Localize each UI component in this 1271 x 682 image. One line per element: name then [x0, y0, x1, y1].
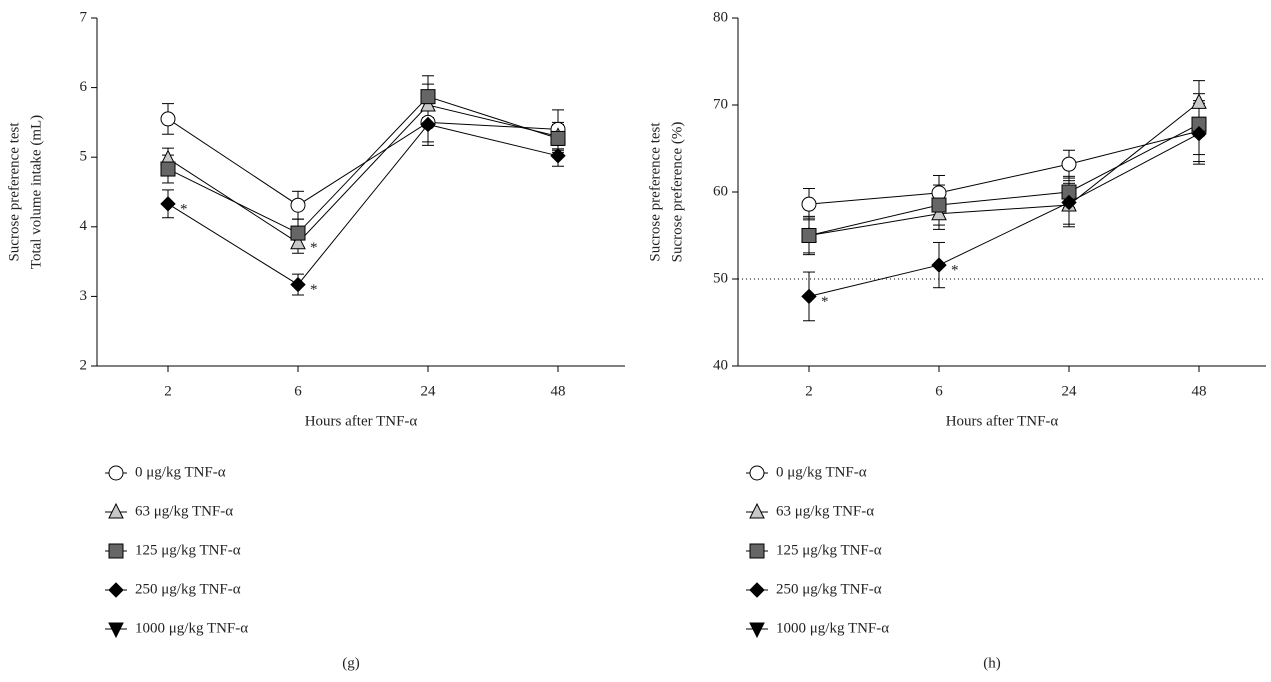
- y-axis-label: Total volume intake (mL): [28, 115, 44, 269]
- marker: [108, 543, 124, 559]
- marker: [290, 233, 306, 250]
- series-line: [167, 96, 559, 234]
- marker: [931, 257, 947, 273]
- annotation: *: [310, 240, 318, 256]
- annotation: *: [310, 282, 318, 298]
- legend-label: 1000 μg/kg TNF-α: [776, 620, 889, 636]
- panel-label: (h): [983, 655, 1001, 671]
- marker: [749, 622, 765, 639]
- series-line: [808, 133, 1200, 297]
- marker: [108, 502, 124, 519]
- legend-label: 250 μg/kg TNF-α: [776, 581, 882, 597]
- x-axis-label: Hours after TNF-α: [946, 413, 1059, 429]
- x-tick-label: 2: [164, 383, 172, 399]
- series-line: [167, 123, 559, 286]
- x-tick-label: 48: [1192, 383, 1207, 399]
- marker: [1191, 126, 1207, 142]
- y-tick-label: 50: [713, 270, 728, 286]
- panel-label: (g): [342, 655, 360, 671]
- x-tick-label: 48: [551, 383, 566, 399]
- marker: [931, 204, 947, 221]
- marker: [550, 148, 566, 164]
- legend-label: 125 μg/kg TNF-α: [776, 542, 882, 558]
- series-line: [808, 130, 1200, 205]
- annotation: *: [951, 263, 959, 279]
- x-tick-label: 24: [421, 383, 437, 399]
- marker: [749, 502, 765, 519]
- series-line: [167, 104, 559, 244]
- series-line: [167, 118, 559, 206]
- legend-label: 0 μg/kg TNF-α: [776, 464, 867, 480]
- marker: [1061, 156, 1077, 172]
- y-tick-label: 3: [80, 288, 88, 304]
- marker: [1191, 93, 1207, 109]
- marker: [290, 197, 306, 213]
- legend-label: 250 μg/kg TNF-α: [135, 581, 241, 597]
- marker: [801, 228, 817, 243]
- marker: [108, 465, 124, 481]
- series-line: [808, 123, 1200, 236]
- y-tick-label: 5: [80, 149, 88, 165]
- legend-label: 63 μg/kg TNF-α: [135, 503, 233, 519]
- marker: [749, 543, 765, 559]
- y-tick-label: 6: [80, 79, 88, 95]
- marker: [420, 116, 436, 133]
- x-tick-label: 24: [1062, 383, 1078, 399]
- y-axis-label: Sucrose preference test: [647, 122, 663, 262]
- marker: [108, 582, 124, 598]
- y-tick-label: 40: [713, 357, 728, 373]
- marker: [290, 276, 306, 293]
- y-tick-label: 4: [80, 218, 88, 234]
- x-tick-label: 6: [935, 383, 943, 399]
- y-axis-label: Sucrose preference (%): [669, 122, 685, 263]
- y-axis-label: Sucrose preference test: [6, 122, 22, 262]
- marker: [1061, 194, 1077, 211]
- y-tick-label: 7: [80, 9, 88, 25]
- marker: [801, 288, 817, 305]
- marker: [290, 225, 306, 241]
- x-axis-label: Hours after TNF-α: [305, 413, 418, 429]
- annotation: *: [821, 294, 829, 310]
- legend-label: 0 μg/kg TNF-α: [135, 464, 226, 480]
- legend-label: 125 μg/kg TNF-α: [135, 542, 241, 558]
- x-tick-label: 2: [805, 383, 813, 399]
- x-tick-label: 6: [294, 383, 302, 399]
- y-tick-label: 80: [713, 9, 728, 25]
- annotation: *: [180, 201, 188, 217]
- marker: [160, 111, 176, 127]
- marker: [420, 89, 436, 105]
- marker: [160, 161, 176, 177]
- marker: [749, 465, 765, 481]
- legend-label: 63 μg/kg TNF-α: [776, 503, 874, 519]
- y-tick-label: 70: [713, 96, 728, 112]
- marker: [108, 622, 124, 639]
- marker: [801, 196, 817, 212]
- y-tick-label: 60: [713, 183, 728, 199]
- series-line: [808, 101, 1200, 236]
- marker: [931, 197, 947, 213]
- y-tick-label: 2: [80, 357, 88, 373]
- legend-label: 1000 μg/kg TNF-α: [135, 620, 248, 636]
- marker: [550, 130, 566, 146]
- marker: [749, 582, 765, 598]
- marker: [160, 196, 176, 212]
